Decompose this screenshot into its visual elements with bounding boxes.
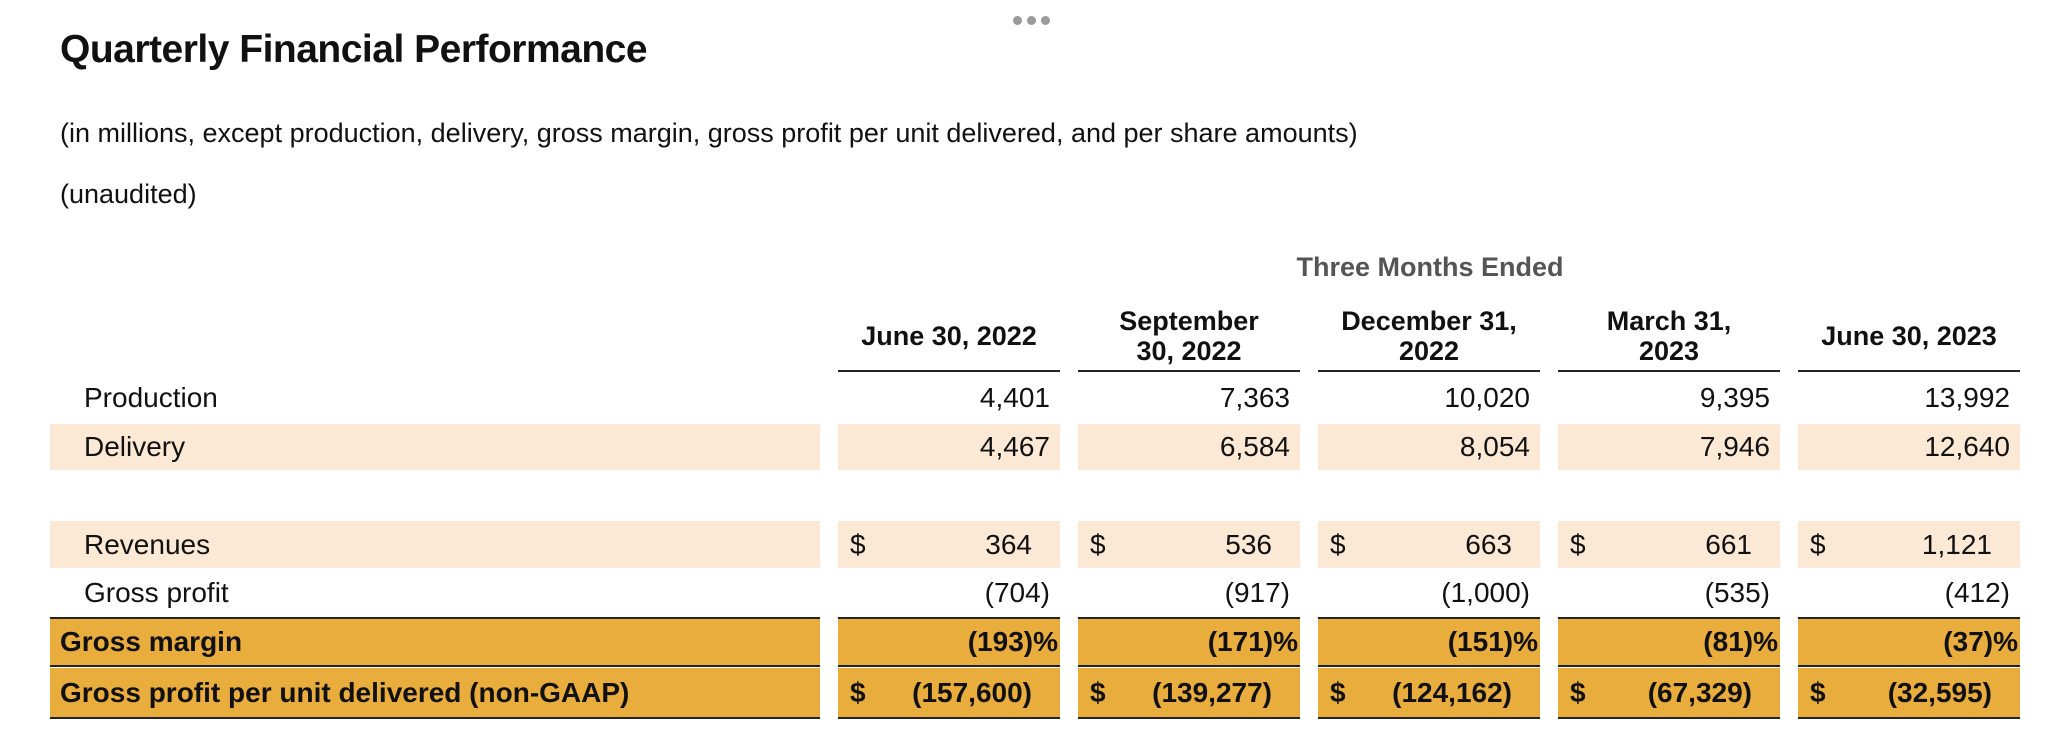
table-cell: (171)% xyxy=(1078,617,1300,667)
table-cell: $ (157,600) xyxy=(838,668,1060,719)
column-header-line: September xyxy=(1119,306,1259,336)
table-cell: 10,020 xyxy=(1444,382,1530,413)
row-label: Delivery xyxy=(50,424,820,470)
table-cell: 12,640 xyxy=(1798,424,2020,470)
table-cell: (412) xyxy=(1944,577,2010,608)
currency-symbol: $ xyxy=(850,676,866,708)
table-row-gross-profit: Gross profit (704) (917) (1,000) (535) (… xyxy=(0,570,2070,616)
table-cell: (81)% xyxy=(1558,617,1780,667)
row-label: Production xyxy=(84,382,218,413)
table-cell: $ (124,162) xyxy=(1318,668,1540,719)
table-cell: 6,584 xyxy=(1078,424,1300,470)
row-label: Gross margin xyxy=(50,617,820,667)
column-header-line: June 30, 2023 xyxy=(1821,321,1997,351)
table-cell: (704) xyxy=(984,577,1050,608)
unaudited-note: (unaudited) xyxy=(60,179,197,209)
column-header-line: December 31, xyxy=(1341,306,1517,336)
table-cell: (535) xyxy=(1704,577,1770,608)
column-header-line: 2022 xyxy=(1398,336,1460,366)
cell-value: (32,595) xyxy=(1887,676,1992,708)
column-header-q2-2022: June 30, 2022 xyxy=(838,302,1060,372)
units-note: (in millions, except production, deliver… xyxy=(60,118,1358,148)
currency-symbol: $ xyxy=(1570,676,1586,708)
cell-value: 1,121 xyxy=(1921,528,1992,560)
currency-symbol: $ xyxy=(1570,528,1586,560)
column-header-q1-2023: March 31, 2023 xyxy=(1558,302,1780,372)
table-cell: $ 1,121 xyxy=(1798,521,2020,568)
period-group-header: Three Months Ended xyxy=(1296,252,1564,282)
drag-dot-icon xyxy=(1041,16,1050,25)
table-cell: 4,467 xyxy=(838,424,1060,470)
cell-value: (67,329) xyxy=(1647,676,1752,708)
table-row-gross-profit-per-unit: Gross profit per unit delivered (non-GAA… xyxy=(0,668,2070,719)
cell-value: 364 xyxy=(985,528,1032,560)
table-row-revenues: Revenues $ 364 $ 536 $ 663 $ 661 $ 1,121 xyxy=(0,521,2070,568)
table-row-production: Production 4,401 7,363 10,020 9,395 13,9… xyxy=(0,375,2070,421)
currency-symbol: $ xyxy=(1090,676,1106,708)
cell-value: 663 xyxy=(1465,528,1512,560)
table-cell: 7,946 xyxy=(1558,424,1780,470)
table-cell: $ (139,277) xyxy=(1078,668,1300,719)
cell-value: (139,277) xyxy=(1152,676,1272,708)
table-cell: (151)% xyxy=(1318,617,1540,667)
cell-value: 536 xyxy=(1225,528,1272,560)
table-cell: 7,363 xyxy=(1219,382,1290,413)
currency-symbol: $ xyxy=(1330,528,1346,560)
row-label: Gross profit xyxy=(84,577,229,608)
table-row-delivery: Delivery 4,467 6,584 8,054 7,946 12,640 xyxy=(0,424,2070,470)
table-cell: 9,395 xyxy=(1699,382,1770,413)
column-header-line: March 31, xyxy=(1606,306,1732,336)
column-header-q3-2022: September 30, 2022 xyxy=(1078,302,1300,372)
table-cell: $ (32,595) xyxy=(1798,668,2020,719)
table-cell: 8,054 xyxy=(1318,424,1540,470)
currency-symbol: $ xyxy=(1810,676,1826,708)
table-cell: (37)% xyxy=(1798,617,2020,667)
table-cell: $ 364 xyxy=(838,521,1060,568)
currency-symbol: $ xyxy=(1810,528,1826,560)
drag-dot-icon xyxy=(1013,16,1022,25)
column-header-line: 2023 xyxy=(1638,336,1700,366)
table-cell: 4,401 xyxy=(979,382,1050,413)
table-cell: (193)% xyxy=(838,617,1060,667)
currency-symbol: $ xyxy=(1330,676,1346,708)
column-header-q4-2022: December 31, 2022 xyxy=(1318,302,1540,372)
table-cell: $ (67,329) xyxy=(1558,668,1780,719)
drag-dot-icon xyxy=(1027,16,1036,25)
table-cell: $ 663 xyxy=(1318,521,1540,568)
column-header-line: June 30, 2022 xyxy=(861,321,1037,351)
row-label: Gross profit per unit delivered (non-GAA… xyxy=(50,668,820,719)
column-header-q2-2023: June 30, 2023 xyxy=(1798,302,2020,372)
drag-handle[interactable] xyxy=(1013,16,1050,25)
cell-value: (157,600) xyxy=(912,676,1032,708)
row-label: Revenues xyxy=(50,521,820,568)
currency-symbol: $ xyxy=(850,528,866,560)
table-cell: (917) xyxy=(1224,577,1290,608)
column-header-line: 30, 2022 xyxy=(1136,336,1242,366)
table-cell: 13,992 xyxy=(1924,382,2010,413)
cell-value: (124,162) xyxy=(1392,676,1512,708)
cell-value: 661 xyxy=(1705,528,1752,560)
currency-symbol: $ xyxy=(1090,528,1106,560)
table-cell: $ 661 xyxy=(1558,521,1780,568)
table-cell: (1,000) xyxy=(1441,577,1530,608)
page-title: Quarterly Financial Performance xyxy=(60,28,648,71)
table-row-gross-margin: Gross margin (193)% (171)% (151)% (81)% … xyxy=(0,617,2070,667)
table-cell: $ 536 xyxy=(1078,521,1300,568)
